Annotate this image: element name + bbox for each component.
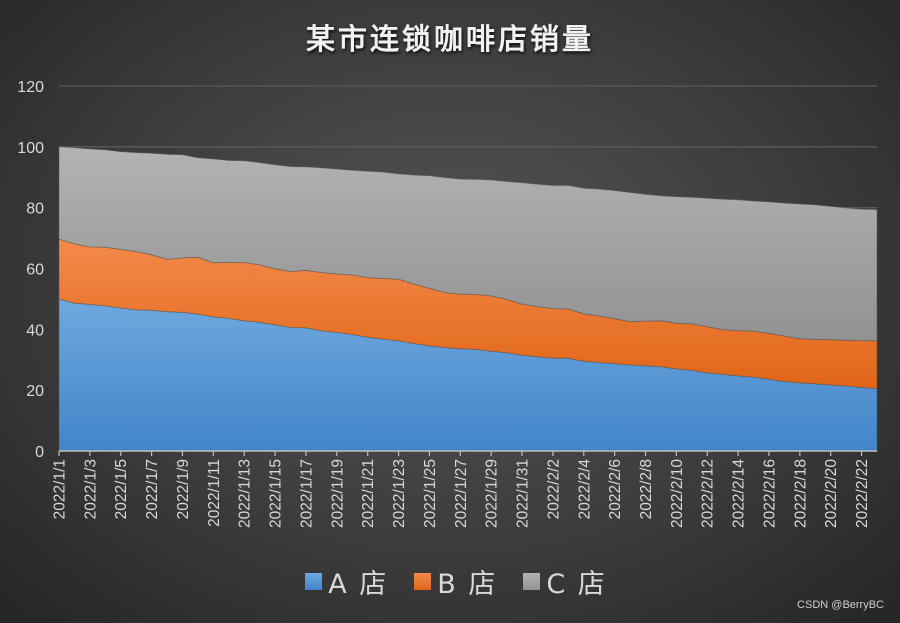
x-tick-label: 2022/2/8 xyxy=(638,459,655,519)
y-tick-label: 40 xyxy=(26,322,44,339)
legend-item-a[interactable]: A 店 xyxy=(305,562,388,601)
x-tick-label: 2022/1/9 xyxy=(175,459,192,519)
x-tick-label: 2022/1/13 xyxy=(237,459,254,528)
x-tick-label: 2022/1/5 xyxy=(113,459,130,519)
x-tick-label: 2022/1/27 xyxy=(453,459,470,528)
x-tick-label: 2022/2/16 xyxy=(761,459,778,528)
legend-item-c[interactable]: C 店 xyxy=(523,562,606,601)
legend: A 店 B 店 C 店 xyxy=(0,562,900,601)
x-tick-label: 2022/2/2 xyxy=(545,459,562,519)
x-axis: 2022/1/1 2022/1/3 2022/1/5 2022/1/7 2022/1/9… xyxy=(52,450,877,528)
legend-item-b[interactable]: B 店 xyxy=(414,562,497,601)
legend-label: B 店 xyxy=(437,569,498,600)
legend-swatch-b-icon xyxy=(414,573,432,590)
x-tick-label: 2022/1/17 xyxy=(298,459,315,528)
x-tick-label: 2022/2/14 xyxy=(731,459,748,528)
x-tick-label: 2022/2/4 xyxy=(576,459,593,520)
x-tick-label: 2022/1/15 xyxy=(268,459,285,528)
legend-label: A 店 xyxy=(328,569,389,600)
x-tick-label: 2022/1/21 xyxy=(360,459,377,528)
x-tick-label: 2022/1/19 xyxy=(329,459,346,528)
stacked-areas xyxy=(58,146,878,452)
x-tick-label: 2022/2/10 xyxy=(669,459,686,528)
x-tick-label: 2022/1/31 xyxy=(515,459,532,528)
y-tick-label: 120 xyxy=(17,79,44,96)
x-tick-label: 2022/1/1 xyxy=(52,459,69,519)
x-tick-label: 2022/1/23 xyxy=(391,459,408,528)
chart-title: 某市连锁咖啡店销量 xyxy=(305,22,594,56)
x-tick-label: 2022/2/18 xyxy=(792,459,809,528)
legend-label: C 店 xyxy=(546,569,607,600)
y-tick-label: 60 xyxy=(26,262,44,279)
legend-swatch-a-icon xyxy=(305,573,323,590)
x-tick-label: 2022/1/11 xyxy=(206,459,223,527)
y-tick-label: 20 xyxy=(26,383,44,400)
x-tick-label: 2022/2/20 xyxy=(823,459,840,528)
x-tick-label: 2022/2/22 xyxy=(854,459,871,528)
x-tick-label: 2022/2/6 xyxy=(607,459,624,519)
x-tick-label: 2022/1/7 xyxy=(144,459,161,519)
x-tick-label: 2022/2/12 xyxy=(700,459,717,528)
x-tick-label: 2022/1/29 xyxy=(484,459,501,528)
area-series-c[interactable] xyxy=(58,146,878,342)
x-tick-label: 2022/1/3 xyxy=(82,459,99,519)
y-tick-label: 100 xyxy=(17,140,44,157)
legend-swatch-c-icon xyxy=(523,573,541,590)
y-tick-label: 0 xyxy=(35,444,44,461)
y-tick-label: 80 xyxy=(26,201,44,218)
x-tick-label: 2022/1/25 xyxy=(422,459,439,528)
y-axis: 0 20 40 60 80 100 120 xyxy=(17,79,44,461)
watermark: CSDN @BerryBC xyxy=(797,599,884,611)
